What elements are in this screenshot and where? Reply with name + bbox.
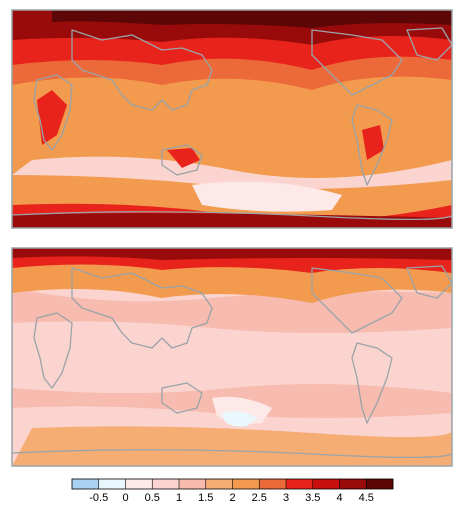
colorbar-bin (339, 479, 367, 489)
contour-region (37, 90, 67, 145)
colorbar-bin (232, 479, 260, 489)
coastline (311, 29, 403, 96)
colorbar-tick-label: 1.5 (198, 492, 213, 504)
coastline (161, 382, 203, 414)
colorbar-tick-label: 3 (283, 492, 289, 504)
contour-region (362, 125, 384, 160)
contour-region (12, 288, 452, 333)
map-top (12, 10, 452, 228)
colorbar-tick-label: -0.5 (89, 492, 108, 504)
colorbar-tick-label: 0 (122, 492, 128, 504)
contour-region (12, 156, 452, 189)
coastline (71, 29, 213, 111)
colorbar-bin (205, 479, 233, 489)
contour-region (12, 248, 452, 260)
coastline (351, 104, 393, 186)
colorbar-tick-label: 2.5 (252, 492, 267, 504)
contour-region (192, 181, 342, 212)
colorbar: -0.5 0 0.5 1 1.5 2 2.5 3 3.5 4 4.5 (71, 478, 394, 504)
coastline (33, 74, 73, 151)
contour-region (12, 213, 452, 228)
coastline (406, 265, 452, 299)
colorbar-tick-label: 4 (336, 492, 342, 504)
colorbar-tick-label: 1 (176, 492, 182, 504)
coastline (12, 211, 452, 220)
colorbar-bin (286, 479, 314, 489)
colorbar-tick-label: 0.5 (145, 492, 160, 504)
coastline (311, 267, 403, 334)
colorbar-tick-label: 4.5 (359, 492, 374, 504)
colorbar-bin (366, 479, 394, 489)
colorbar-tick-label: 2 (229, 492, 235, 504)
coastline (406, 27, 452, 61)
coastline (351, 342, 393, 424)
map-frame (11, 9, 453, 229)
colorbar-bin (98, 479, 126, 489)
contour-region (222, 411, 257, 427)
colorbar-bin (312, 479, 340, 489)
map-frame (11, 247, 453, 467)
colorbar-bin (152, 479, 180, 489)
coastline (161, 144, 203, 176)
coastline (71, 267, 213, 349)
colorbar-tick-label: 3.5 (305, 492, 320, 504)
colorbar-bin (179, 479, 207, 489)
contour-region (52, 10, 452, 28)
colorbar-bin (259, 479, 287, 489)
map-bottom (12, 248, 452, 466)
colorbar-bin (125, 479, 153, 489)
coastline (12, 449, 452, 458)
coastline (33, 312, 73, 389)
colorbar-bin (72, 479, 100, 489)
contour-region (167, 148, 200, 168)
